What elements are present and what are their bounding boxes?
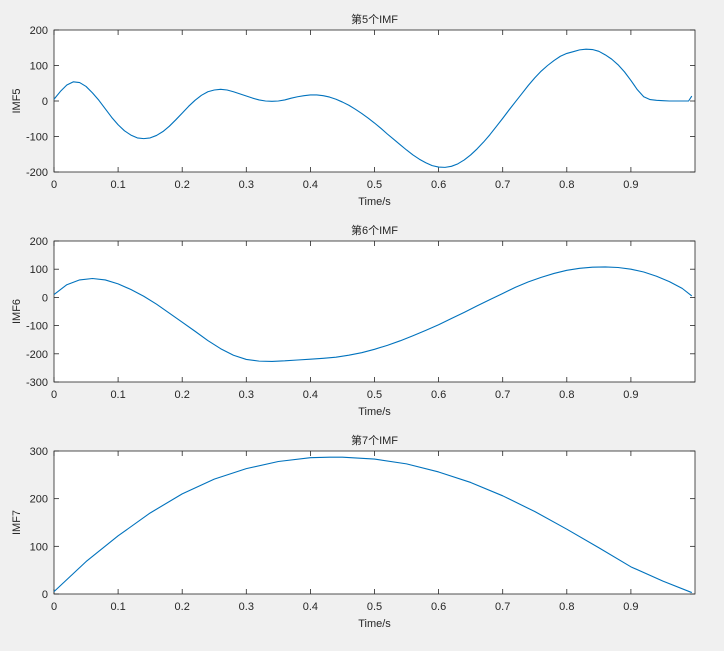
imf-7-line: [53, 456, 692, 594]
x-axis-label: Time/s: [358, 618, 391, 630]
x-tick-label: 0.2: [175, 179, 190, 191]
chart-title: 第7个IMF: [351, 433, 398, 447]
x-tick-label: 0.9: [623, 601, 638, 613]
x-tick-label: 0: [51, 389, 57, 401]
y-tick-label: -100: [26, 132, 48, 144]
y-tick-label: 100: [30, 61, 48, 73]
x-tick-label: 0.8: [559, 601, 574, 613]
imf-5-line: [53, 48, 693, 168]
x-tick-label: 0.5: [367, 179, 382, 191]
x-tick-label: 0.4: [303, 179, 318, 191]
x-tick-label: 0.4: [303, 601, 318, 613]
chart-title: 第5个IMF: [351, 12, 398, 26]
y-tick-label: 100: [30, 264, 48, 276]
x-axis-label: Time/s: [358, 196, 391, 208]
x-tick-label: 0.6: [431, 601, 446, 613]
y-tick-label: 200: [30, 494, 48, 506]
y-tick-label: -300: [26, 377, 48, 389]
x-tick-label: 0.9: [623, 179, 638, 191]
x-tick-label: 0.7: [495, 601, 510, 613]
y-tick-label: 0: [42, 589, 48, 601]
y-tick-label: 0: [42, 96, 48, 108]
y-axis-label: IMF5: [11, 88, 23, 113]
chart-panel-5: 0 0.1 0.2 0.3 0.4 0.5 0.6 0.7 0.8 0.9 -200 -100 0 100…: [11, 12, 696, 208]
x-tick-label: 0.1: [110, 389, 125, 401]
x-tick-label: 0.7: [495, 179, 510, 191]
x-tick-label: 0.7: [495, 389, 510, 401]
x-tick-label: 0.6: [431, 179, 446, 191]
y-tick-label: 300: [30, 446, 48, 458]
chart-panel-7: 0 0.1 0.2 0.3 0.4 0.5 0.6 0.7 0.8 0.9 0 100 200 300 第7…: [11, 433, 696, 630]
x-tick-label: 0.3: [239, 389, 254, 401]
x-tick-label: 0.3: [239, 601, 254, 613]
chart-panel-6: 0 0.1 0.2 0.3 0.4 0.5 0.6 0.7 0.8 0.9 -300 -200 -100…: [11, 223, 696, 418]
x-axis-label: Time/s: [358, 406, 391, 418]
x-tick-label: 0.5: [367, 389, 382, 401]
y-tick-label: 0: [42, 292, 48, 304]
x-tick-label: 0.4: [303, 389, 318, 401]
x-tick-label: 0: [51, 179, 57, 191]
y-tick-label: 200: [30, 236, 48, 248]
plot-area: [53, 240, 696, 383]
y-axis-label: IMF7: [11, 510, 23, 535]
x-tick-label: 0.1: [110, 601, 125, 613]
y-axis-label: IMF6: [11, 299, 23, 324]
x-tick-label: 0.8: [559, 389, 574, 401]
y-tick-label: -100: [26, 321, 48, 333]
plot-area: [53, 29, 696, 173]
x-tick-label: 0.2: [175, 389, 190, 401]
y-tick-label: -200: [26, 349, 48, 361]
x-tick-label: 0.2: [175, 601, 190, 613]
x-tick-label: 0.6: [431, 389, 446, 401]
x-tick-label: 0.1: [110, 179, 125, 191]
x-tick-label: 0.9: [623, 389, 638, 401]
chart-title: 第6个IMF: [351, 223, 398, 237]
x-tick-label: 0.3: [239, 179, 254, 191]
x-tick-label: 0.5: [367, 601, 382, 613]
imf-6-line: [53, 266, 693, 362]
y-tick-label: 200: [30, 25, 48, 37]
x-tick-label: 0.8: [559, 179, 574, 191]
y-tick-label: -200: [26, 167, 48, 179]
y-tick-label: 100: [30, 541, 48, 553]
x-tick-label: 0: [51, 601, 57, 613]
plot-area: [53, 450, 696, 595]
